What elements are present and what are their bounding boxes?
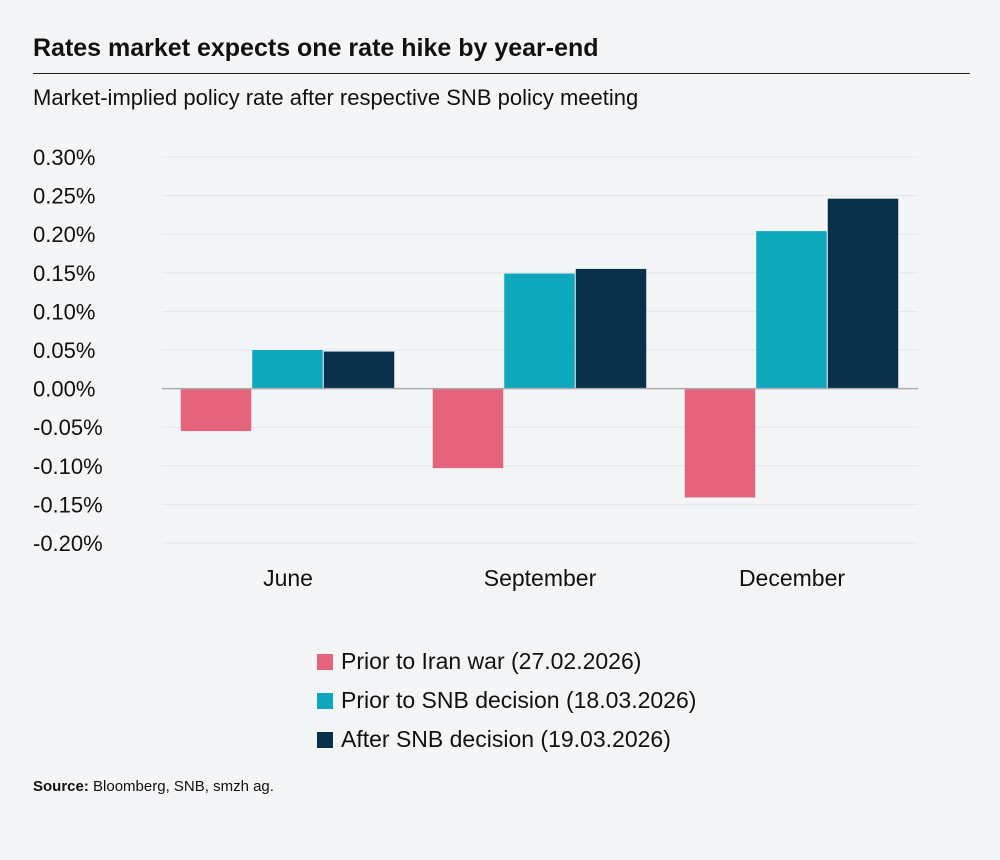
source-text: Bloomberg, SNB, smzh ag. [88,778,274,795]
x-tick-label: June [263,565,313,591]
chart-title: Rates market expects one rate hike by ye… [33,34,599,62]
source-note: Source: Bloomberg, SNB, smzh ag. [33,778,274,795]
bar-september-2 [575,268,647,389]
legend-label: Prior to SNB decision (18.03.2026) [341,687,697,713]
legend-item: After SNB decision (19.03.2026) [317,720,696,759]
y-tick-label: 0.10% [33,299,95,324]
legend-item: Prior to Iran war (27.02.2026) [317,642,696,681]
legend-swatch [317,653,333,670]
y-tick-label: 0.30% [33,145,95,170]
legend-item: Prior to SNB decision (18.03.2026) [317,681,696,720]
legend-label: After SNB decision (19.03.2026) [341,726,671,752]
chart-subtitle: Market-implied policy rate after respect… [33,85,639,110]
legend: Prior to Iran war (27.02.2026) Prior to S… [317,642,696,759]
y-tick-label: 0.00% [33,377,95,402]
y-tick-label: 0.15% [33,261,95,286]
bar-june-2 [323,351,395,389]
source-label: Source: [33,778,89,795]
bar-december-0 [684,388,756,498]
legend-swatch [317,692,333,709]
legend-label: Prior to Iran war (27.02.2026) [341,648,642,674]
y-tick-label: 0.25% [33,184,95,209]
title-divider [33,73,970,74]
bar-chart: 0.30% 0.25% 0.20% 0.15% 0.10% 0.05% 0.00% -0.05… [33,145,918,591]
y-tick-label: -0.10% [33,454,103,479]
y-tick-label: -0.05% [33,415,103,440]
bar-september-1 [504,273,575,389]
y-tick-label: -0.20% [33,531,103,556]
bar-june-1 [252,350,323,389]
y-tick-label: 0.20% [33,222,95,247]
x-tick-label: September [484,565,597,591]
y-tick-label: 0.05% [33,338,95,363]
bar-december-1 [756,231,827,389]
bar-september-0 [432,388,504,469]
legend-swatch [317,731,333,748]
bar-december-2 [827,198,899,389]
x-tick-label: December [739,565,845,591]
y-tick-label: -0.15% [33,492,103,517]
bar-june-0 [180,388,252,432]
